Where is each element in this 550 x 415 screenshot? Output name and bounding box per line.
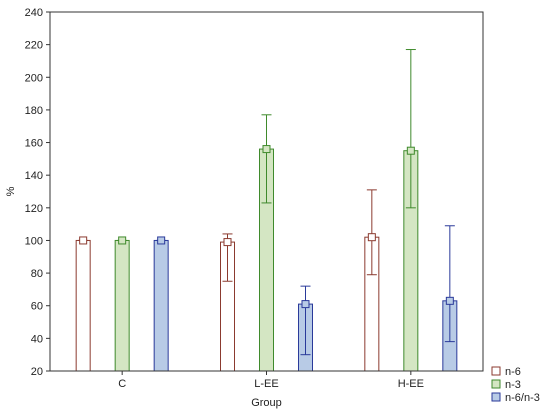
x-axis-title: Group <box>251 397 282 409</box>
legend: n-6n-3n-6/n-3 <box>491 366 540 404</box>
mean-marker <box>157 236 166 245</box>
y-tick-label: 120 <box>25 203 43 215</box>
x-tick-label: H-EE <box>398 378 424 390</box>
legend-label: n-6/n-3 <box>505 392 540 404</box>
x-tick-label: C <box>118 378 126 390</box>
mean-marker <box>79 236 88 245</box>
y-tick-label: 60 <box>31 301 43 313</box>
y-tick-label: 80 <box>31 268 43 280</box>
legend-swatch <box>491 379 501 389</box>
y-tick-label: 140 <box>25 170 43 182</box>
y-tick-label: 20 <box>31 366 43 378</box>
mean-marker <box>223 238 232 247</box>
x-tick-label: L-EE <box>254 378 278 390</box>
legend-swatch <box>491 392 501 402</box>
mean-marker <box>367 233 376 242</box>
legend-swatch <box>491 366 501 376</box>
y-tick-label: 240 <box>25 7 43 19</box>
y-tick-label: 200 <box>25 72 43 84</box>
bar <box>153 239 169 372</box>
y-tick-label: 40 <box>31 333 43 345</box>
y-axis-ticks: 20 40 60 80 100 120 140 160 180 200 220 240 <box>25 7 50 378</box>
legend-label: n-6 <box>505 366 521 378</box>
mean-marker <box>406 146 415 155</box>
bars <box>75 148 458 372</box>
mean-marker <box>445 296 454 305</box>
y-tick-label: 220 <box>25 40 43 52</box>
mean-marker <box>301 300 310 309</box>
error-bars <box>78 49 455 356</box>
bar <box>114 239 130 372</box>
x-axis-ticks: C L-EE H-EE <box>118 371 424 390</box>
y-tick-label: 100 <box>25 235 43 247</box>
y-tick-label: 180 <box>25 105 43 117</box>
y-tick-label: 160 <box>25 138 43 150</box>
mean-marker <box>262 145 271 154</box>
legend-label: n-3 <box>505 379 521 391</box>
y-axis-title: % <box>5 186 17 196</box>
bar <box>75 239 91 372</box>
mean-marker <box>118 236 127 245</box>
